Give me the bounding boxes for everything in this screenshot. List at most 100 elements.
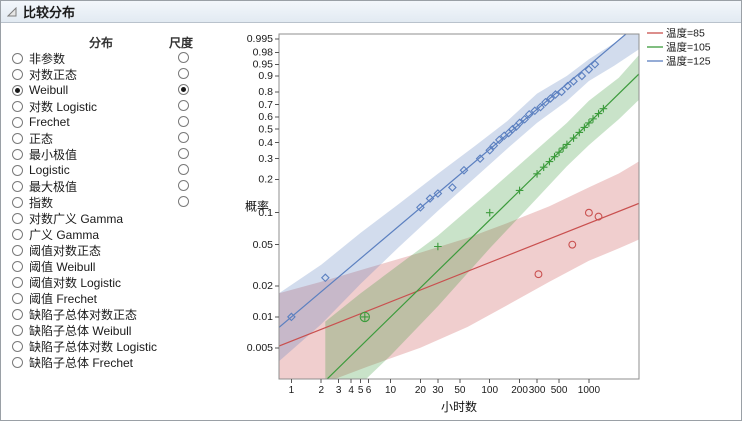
distribution-radio-4[interactable] — [12, 116, 23, 128]
svg-text:0.3: 0.3 — [258, 153, 273, 165]
svg-text:3: 3 — [336, 385, 342, 396]
distribution-radio-2[interactable] — [12, 84, 23, 96]
distribution-radio-14[interactable] — [12, 276, 23, 288]
fit-line-温度=125 — [279, 34, 627, 328]
distribution-label: 缺陷子总体 Frechet — [29, 355, 134, 370]
scale-radio-0[interactable] — [178, 52, 189, 63]
series-points-温度=125 — [287, 59, 600, 322]
scale-radio-8[interactable] — [178, 180, 189, 191]
confidence-band-温度=125 — [279, 34, 639, 362]
distribution-label: 阈值 Frechet — [29, 291, 98, 306]
distribution-label: 对数广义 Gamma — [29, 211, 124, 226]
svg-text:0.995: 0.995 — [247, 33, 273, 45]
y-axis-title: 概率 — [245, 199, 269, 214]
legend-label: 温度=85 — [666, 27, 705, 40]
distribution-row: 缺陷子总体 Frechet — [1, 354, 239, 370]
scale-radio-7[interactable] — [178, 164, 189, 175]
distribution-row: Logistic — [1, 162, 239, 178]
distribution-radio-12[interactable] — [12, 244, 23, 256]
distribution-radio-7[interactable] — [12, 164, 23, 176]
svg-text:0.005: 0.005 — [247, 342, 273, 354]
distribution-label: 缺陷子总体对数 Logistic — [29, 339, 158, 354]
distribution-label: 对数正态 — [29, 67, 78, 82]
probability-plot-canvas[interactable]: 0.995 0.980.950.9 0.80.70.60.5 0.4 0.3 0.2 0.1… — [239, 13, 739, 418]
svg-text:1: 1 — [289, 385, 295, 396]
distribution-radio-15[interactable] — [12, 292, 23, 304]
x-axis: 1 2 3 4 5 6 10 20 30 50 100 200 300 500 1000 — [289, 379, 600, 396]
disclosure-triangle-icon[interactable] — [7, 7, 17, 17]
svg-text:0.5: 0.5 — [258, 123, 273, 135]
svg-text:0.8: 0.8 — [258, 86, 273, 98]
scale-radio-9[interactable] — [178, 196, 189, 207]
distribution-label: Logistic — [29, 163, 70, 177]
scale-radio-4[interactable] — [178, 116, 189, 127]
distribution-row: 阈值对数 Logistic — [1, 274, 239, 290]
distribution-list: 非参数 对数正态 Weibull 对数 Logistic Frechet 正态 最小极值 Lo… — [1, 50, 239, 370]
distribution-radio-10[interactable] — [12, 212, 23, 224]
svg-text:0.02: 0.02 — [253, 280, 274, 292]
distribution-radio-9[interactable] — [12, 196, 23, 208]
svg-text:0.05: 0.05 — [253, 239, 274, 251]
distribution-radio-11[interactable] — [12, 228, 23, 240]
svg-text:500: 500 — [551, 385, 568, 396]
svg-text:300: 300 — [529, 385, 546, 396]
series-points-温度=105 — [359, 104, 608, 323]
distribution-radio-13[interactable] — [12, 260, 23, 272]
distribution-row: 指数 — [1, 194, 239, 210]
distribution-row: 阈值 Weibull — [1, 258, 239, 274]
distribution-radio-17[interactable] — [12, 324, 23, 336]
svg-text:0.95: 0.95 — [253, 58, 274, 70]
distribution-row: 非参数 — [1, 50, 239, 66]
svg-text:100: 100 — [481, 385, 498, 396]
outline-header: 比较分布 — [1, 1, 741, 23]
scale-radio-6[interactable] — [178, 148, 189, 159]
scale-column-header: 尺度 — [168, 36, 193, 50]
confidence-band-温度=85 — [279, 161, 639, 379]
distribution-radio-0[interactable] — [12, 52, 23, 64]
x-axis-title: 小时数 — [441, 399, 477, 414]
distribution-row: Weibull — [1, 82, 239, 98]
distribution-radio-6[interactable] — [12, 148, 23, 160]
distribution-row: 最大极值 — [1, 178, 239, 194]
distribution-row: 正态 — [1, 130, 239, 146]
svg-text:4: 4 — [348, 385, 354, 396]
svg-text:0.9: 0.9 — [258, 70, 273, 82]
distribution-label: 非参数 — [29, 51, 66, 66]
scale-radio-5[interactable] — [178, 132, 189, 143]
svg-text:5: 5 — [358, 385, 364, 396]
distribution-row: 阈值 Frechet — [1, 290, 239, 306]
distribution-radio-1[interactable] — [12, 68, 23, 80]
svg-text:0.98: 0.98 — [253, 47, 274, 59]
distribution-label: 最小极值 — [29, 147, 78, 162]
distribution-label: 阈值 Weibull — [29, 259, 96, 274]
legend-label: 温度=125 — [666, 55, 711, 68]
distribution-label: 阈值对数正态 — [29, 243, 102, 258]
distribution-radio-8[interactable] — [12, 180, 23, 192]
distribution-radio-18[interactable] — [12, 340, 23, 352]
fit-line-温度=85 — [279, 202, 639, 347]
scale-radio-2[interactable] — [178, 84, 189, 95]
distribution-radio-19[interactable] — [12, 356, 23, 368]
scale-radio-3[interactable] — [178, 100, 189, 111]
distribution-label: 缺陷子总体对数正态 — [29, 307, 138, 322]
scale-radio-1[interactable] — [178, 68, 189, 79]
svg-text:50: 50 — [454, 385, 466, 396]
probability-plot: 0.995 0.98 0.95 0.9 0.8 0.7 0.6 0.5 0.4 0.3 0.2 0.1… — [239, 13, 739, 418]
svg-text:0.4: 0.4 — [258, 137, 273, 149]
svg-text:20: 20 — [415, 385, 427, 396]
distribution-row: 缺陷子总体对数 Logistic — [1, 338, 239, 354]
distribution-radio-16[interactable] — [12, 308, 23, 320]
svg-text:2: 2 — [318, 385, 324, 396]
distribution-radio-3[interactable] — [12, 100, 23, 112]
distribution-label: 最大极值 — [29, 179, 78, 194]
distribution-label: 缺陷子总体 Weibull — [29, 323, 132, 338]
distribution-row: 对数正态 — [1, 66, 239, 82]
distribution-label: Weibull — [29, 83, 69, 97]
distribution-row: 对数 Logistic — [1, 98, 239, 114]
y-axis: 0.995 0.980.950.9 0.80.70.60.5 0.4 0.3 0.2 0.1… — [247, 33, 279, 354]
distribution-row: 缺陷子总体 Weibull — [1, 322, 239, 338]
legend-label: 温度=105 — [666, 41, 711, 54]
distribution-radio-5[interactable] — [12, 132, 23, 144]
